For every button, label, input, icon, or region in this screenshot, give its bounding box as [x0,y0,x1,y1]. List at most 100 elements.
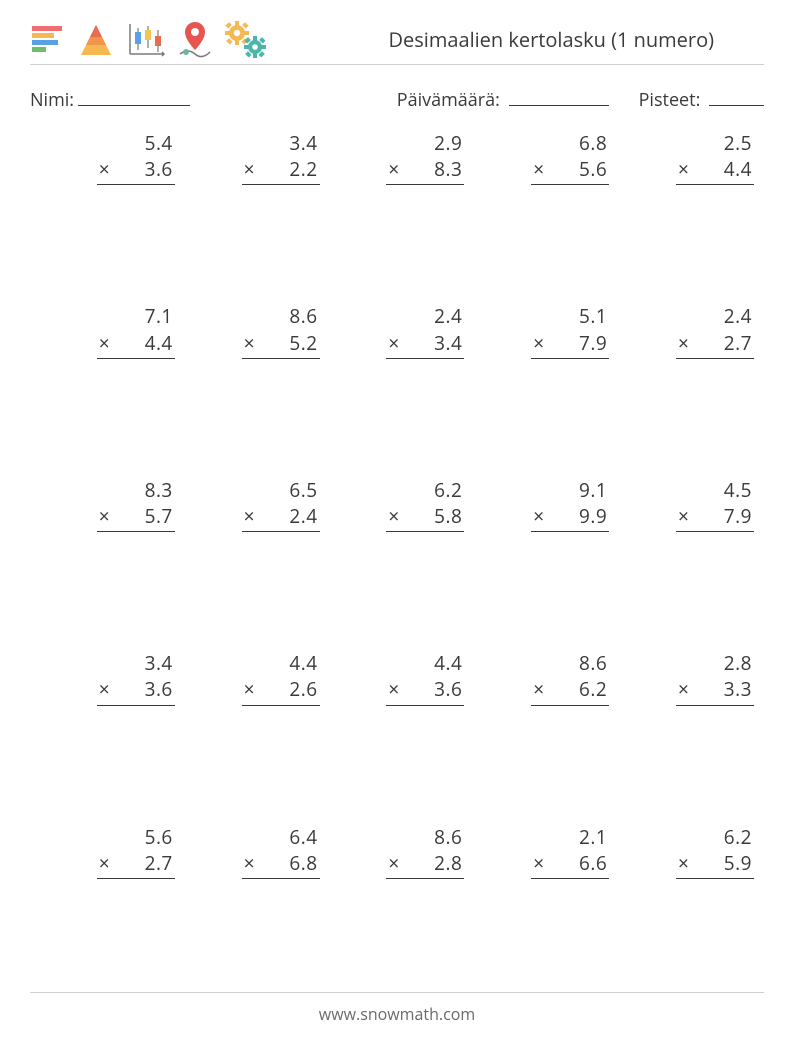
problem-cell: 5.6×2.7 [97,824,175,879]
operator: × [531,850,544,876]
multiplicand: 6.2 [386,477,464,503]
multiplicand: 8.3 [97,477,175,503]
problem-cell: 2.4×3.4 [386,303,464,358]
multiplicand: 2.9 [386,130,464,156]
operator: × [97,503,110,529]
problem-cell: 4.4× 2.6 [242,650,320,705]
multiplicand: 4.5 [676,477,754,503]
multiplier-row: ×9.9 [531,503,609,532]
operator: × [676,330,689,356]
multiplier: 5.2 [289,330,317,356]
name-blank[interactable] [78,87,190,106]
multiplicand: 6.4 [242,824,320,850]
problem-cell: 4.4×3.6 [386,650,464,705]
multiplier: 4.4 [145,330,173,356]
multiplier-row: × 6.6 [531,850,609,879]
multiplier-row: ×2.4 [242,503,320,532]
multiplier: 6.2 [579,676,607,702]
multiplier: 7.9 [724,503,752,529]
operator: × [676,503,689,529]
multiplier-row: ×7.9 [531,330,609,359]
multiplier: 3.6 [434,676,462,702]
multiplier-row: × 7.9 [676,503,754,532]
date-blank[interactable] [509,87,609,106]
multiplier: 2.6 [289,676,317,702]
name-label: Nimi: [30,88,74,112]
problem-cell: 6.4×6.8 [242,824,320,879]
map-pin-icon [178,20,212,58]
multiplier: 4.4 [724,156,752,182]
multiplier-row: ×6.2 [531,676,609,705]
multiplier-row: ×2.8 [386,850,464,879]
multiplier-row: ×8.3 [386,156,464,185]
footer-url: www.snowmath.com [30,992,764,1025]
multiplier: 5.7 [145,503,173,529]
operator: × [242,676,255,702]
problem-cell: 5.1×7.9 [531,303,609,358]
multiplier-row: ×3.6 [97,676,175,705]
problem-cell: 6.5×2.4 [242,477,320,532]
worksheet-header: Desimaalien kertolasku (1 numero) [30,20,764,65]
multiplicand: 4.4 [242,650,320,676]
multiplicand: 8.6 [242,303,320,329]
multiplier: 3.3 [724,676,752,702]
problem-cell: 2.1× 6.6 [531,824,609,879]
operator: × [531,503,544,529]
problem-cell: 8.6× 5.2 [242,303,320,358]
multiplicand: 2.4 [676,303,754,329]
problem-cell: 7.1× 4.4 [97,303,175,358]
multiplier: 8.3 [434,156,462,182]
multiplier-row: × 5.2 [242,330,320,359]
operator: × [242,503,255,529]
operator: × [97,330,110,356]
multiplier: 5.9 [724,850,752,876]
multiplier-row: × 5.7 [97,503,175,532]
candlestick-chart-icon [126,22,166,58]
problem-cell: 3.4×3.6 [97,650,175,705]
score-blank[interactable] [709,87,764,106]
problem-cell: 9.1×9.9 [531,477,609,532]
multiplicand: 5.4 [97,130,175,156]
multiplicand: 6.8 [531,130,609,156]
multiplicand: 5.1 [531,303,609,329]
operator: × [386,330,399,356]
operator: × [242,850,255,876]
multiplicand: 8.6 [386,824,464,850]
bar-chart-icon [30,22,66,58]
multiplicand: 9.1 [531,477,609,503]
gears-icon [224,20,266,58]
multiplicand: 7.1 [97,303,175,329]
triangle-icon [78,22,114,58]
multiplicand: 3.4 [97,650,175,676]
multiplier: 6.6 [579,850,607,876]
operator: × [242,330,255,356]
problem-cell: 8.3× 5.7 [97,477,175,532]
operator: × [531,156,544,182]
date-label: Päivämäärä: [397,88,500,112]
multiplicand: 8.6 [531,650,609,676]
multiplier-row: ×5.9 [676,850,754,879]
operator: × [242,156,255,182]
multiplicand: 2.1 [531,824,609,850]
multiplier-row: ×6.8 [242,850,320,879]
multiplier-row: × 4.4 [97,330,175,359]
multiplier-row: ×5.8 [386,503,464,532]
multiplier-row: ×3.6 [97,156,175,185]
multiplier-row: × 2.6 [242,676,320,705]
multiplier: 3.6 [145,676,173,702]
problem-cell: 6.8×5.6 [531,130,609,185]
multiplier-row: ×3.6 [386,676,464,705]
multiplier: 2.2 [289,156,317,182]
problem-cell: 2.8×3.3 [676,650,754,705]
multiplicand: 6.2 [676,824,754,850]
problem-cell: 8.6×2.8 [386,824,464,879]
problem-cell: 2.9×8.3 [386,130,464,185]
multiplicand: 3.4 [242,130,320,156]
problem-cell: 8.6×6.2 [531,650,609,705]
multiplier: 2.7 [724,330,752,356]
problems-grid: 5.4×3.63.4×2.22.9×8.36.8×5.62.5×4.47.1×4… [30,130,764,879]
operator: × [97,156,110,182]
multiplicand: 4.4 [386,650,464,676]
worksheet-title: Desimaalien kertolasku (1 numero) [389,26,765,53]
multiplier: 3.4 [434,330,462,356]
